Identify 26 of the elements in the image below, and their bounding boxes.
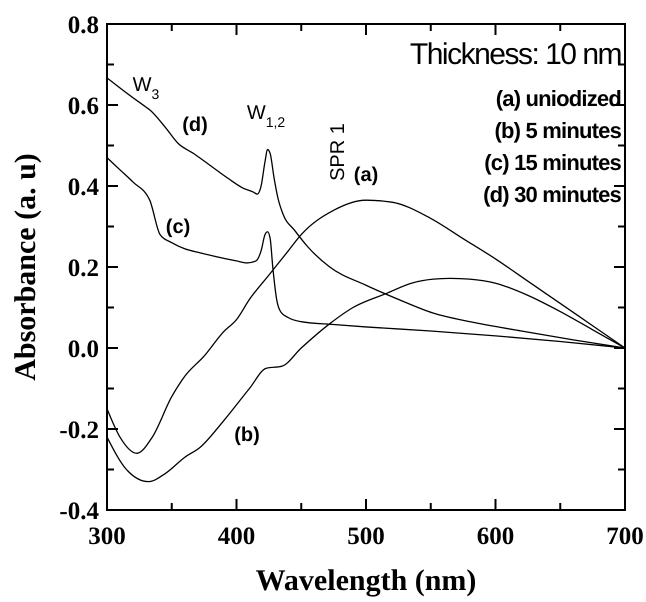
y-tick-label: 0.6	[68, 92, 99, 120]
y-tick-label: -0.4	[59, 498, 100, 525]
annotation: W$_{3}$	[132, 74, 160, 102]
annotation: SPR 1	[327, 123, 349, 181]
annotation: W$_{1,2}$	[246, 102, 286, 130]
y-tick-label: 0.0	[68, 336, 99, 363]
annotation: (b)	[234, 424, 260, 446]
annotation: (d)	[182, 114, 208, 136]
annotation: (d) 30 minutes	[483, 182, 622, 207]
annotation: (a)	[354, 164, 378, 186]
y-tick-label: 0.8	[68, 12, 99, 39]
annotation: (c) 15 minutes	[484, 150, 622, 175]
annotation: (a) uniodized	[496, 86, 621, 111]
y-tick-label: 0.2	[68, 254, 99, 282]
y-tick-label: -0.2	[59, 416, 99, 444]
x-tick-label: 400	[218, 523, 256, 550]
x-tick-label: 700	[606, 523, 644, 550]
x-tick-label: 300	[88, 523, 126, 550]
y-axis-title: Absorbance (a. u)	[9, 153, 42, 381]
y-tick-label: 0.4	[68, 174, 100, 201]
x-tick-label: 600	[476, 523, 514, 550]
x-tick-label: 500	[347, 523, 385, 550]
annotation: (b) 5 minutes	[494, 118, 622, 143]
annotation: (c)	[166, 216, 190, 238]
annotation: Thickness: 10 nm	[410, 38, 622, 71]
x-axis-title: Wavelength (nm)	[256, 564, 476, 597]
